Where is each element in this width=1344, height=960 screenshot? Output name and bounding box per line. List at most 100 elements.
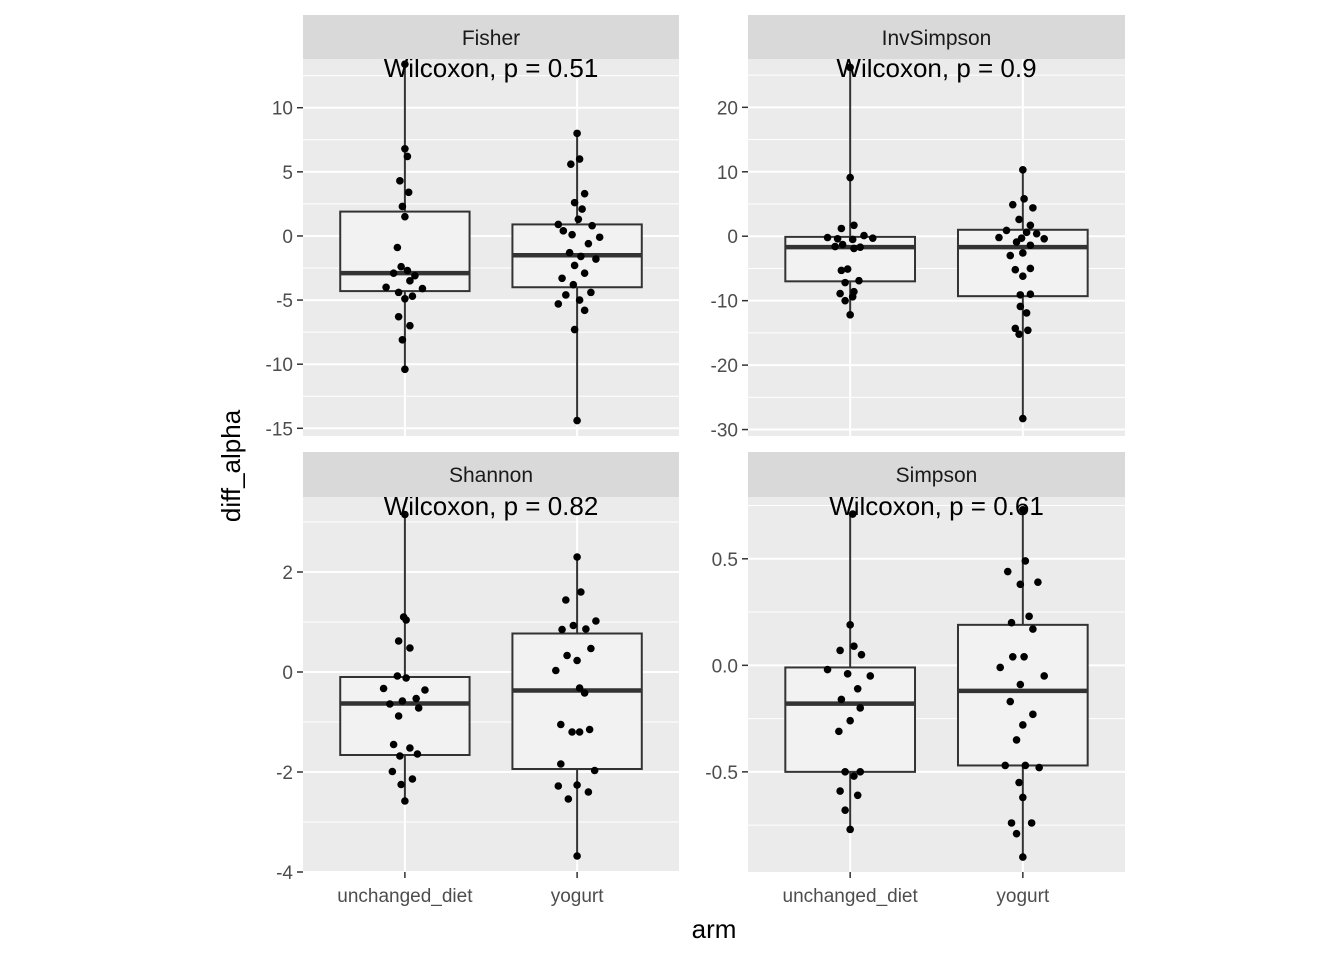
- data-point: [394, 712, 403, 720]
- data-point: [846, 63, 854, 72]
- data-point: [1019, 249, 1027, 257]
- data-point: [1025, 612, 1033, 621]
- facet-strip-label-overlay: Fisher: [462, 27, 520, 50]
- data-point: [1019, 505, 1027, 514]
- data-point: [584, 788, 593, 796]
- data-point: [568, 728, 576, 736]
- data-point: [836, 289, 844, 298]
- data-point: [393, 243, 402, 252]
- facet-panels: -15-10-50510FisherWilcoxon, p = 0.51Fish…: [266, 15, 1125, 907]
- data-point: [580, 306, 589, 315]
- data-point: [587, 644, 595, 653]
- data-point: [843, 670, 852, 678]
- data-point: [573, 852, 581, 860]
- data-point: [836, 646, 844, 655]
- y-tick-label: -10: [266, 355, 293, 376]
- data-point: [401, 60, 409, 68]
- data-point: [389, 269, 398, 277]
- data-point: [573, 553, 581, 561]
- data-point: [853, 791, 862, 800]
- data-point: [565, 248, 574, 257]
- data-point: [1027, 819, 1036, 827]
- data-point: [856, 243, 865, 251]
- data-point: [558, 274, 566, 283]
- data-point: [595, 233, 604, 242]
- box-yogurt: [956, 623, 1089, 767]
- data-point: [1034, 578, 1042, 587]
- data-point: [575, 728, 584, 736]
- y-tick-label: 0: [282, 663, 293, 684]
- data-point: [1007, 819, 1016, 827]
- data-point: [403, 152, 412, 161]
- data-point: [557, 720, 565, 729]
- data-point: [574, 215, 583, 224]
- data-point: [570, 261, 579, 270]
- data-point: [554, 782, 563, 790]
- data-point: [1024, 326, 1032, 335]
- data-point: [1026, 290, 1035, 299]
- data-point: [837, 695, 846, 704]
- x-tick-label: yogurt: [996, 886, 1050, 907]
- facet-strip-label-overlay: Simpson: [896, 464, 978, 487]
- data-point: [402, 616, 410, 624]
- x-tick-label: unchanged_diet: [337, 886, 473, 907]
- data-point: [398, 697, 407, 705]
- data-point: [570, 198, 579, 207]
- data-point: [1019, 166, 1027, 174]
- data-point: [580, 269, 589, 277]
- data-point: [559, 227, 568, 235]
- data-point: [1011, 324, 1020, 333]
- data-point: [823, 665, 832, 674]
- data-point: [590, 766, 599, 775]
- data-point: [846, 825, 854, 834]
- data-point: [406, 644, 414, 652]
- data-point: [404, 188, 413, 197]
- data-point: [860, 231, 868, 240]
- data-point: [567, 160, 575, 168]
- panel-fisher: -15-10-50510FisherWilcoxon, p = 0.51Fish…: [266, 15, 679, 440]
- data-point: [573, 129, 581, 138]
- data-point: [841, 768, 849, 776]
- data-point: [846, 716, 854, 725]
- data-point: [1011, 265, 1020, 274]
- data-point: [1006, 697, 1015, 706]
- panel-simpson: -0.50.00.5SimpsonWilcoxon, p = 0.61Simps…: [705, 452, 1125, 907]
- data-point: [837, 224, 846, 233]
- data-point: [558, 625, 566, 634]
- data-point: [592, 255, 600, 263]
- data-point: [1012, 829, 1021, 838]
- data-point: [1026, 221, 1035, 230]
- data-point: [403, 266, 412, 275]
- data-point: [554, 300, 563, 308]
- data-point: [1015, 330, 1023, 338]
- data-point: [853, 684, 862, 693]
- box-unchanged_diet: [339, 210, 471, 293]
- y-tick-label: -4: [276, 863, 293, 884]
- data-point: [996, 663, 1005, 672]
- data-point: [848, 235, 857, 244]
- data-point: [401, 144, 409, 153]
- data-point: [850, 772, 858, 780]
- data-point: [1016, 302, 1025, 311]
- data-point: [401, 510, 409, 519]
- facet-strip-overlay: [748, 15, 1125, 59]
- data-point: [995, 233, 1003, 242]
- data-point: [1026, 241, 1035, 250]
- data-point: [573, 781, 581, 789]
- data-point: [413, 750, 422, 758]
- data-point: [1020, 195, 1028, 203]
- data-point: [406, 277, 414, 285]
- data-point: [569, 621, 578, 630]
- data-point: [857, 650, 866, 659]
- data-point: [1040, 672, 1048, 680]
- data-point: [588, 221, 596, 230]
- data-point: [850, 642, 858, 650]
- y-tick-label: -15: [266, 419, 293, 440]
- y-tick-label: -10: [711, 292, 738, 313]
- data-point: [562, 291, 570, 299]
- data-point: [401, 294, 409, 303]
- y-axis-title: diff_alpha: [216, 409, 246, 522]
- data-point: [833, 235, 842, 243]
- y-tick-label: -5: [276, 291, 293, 312]
